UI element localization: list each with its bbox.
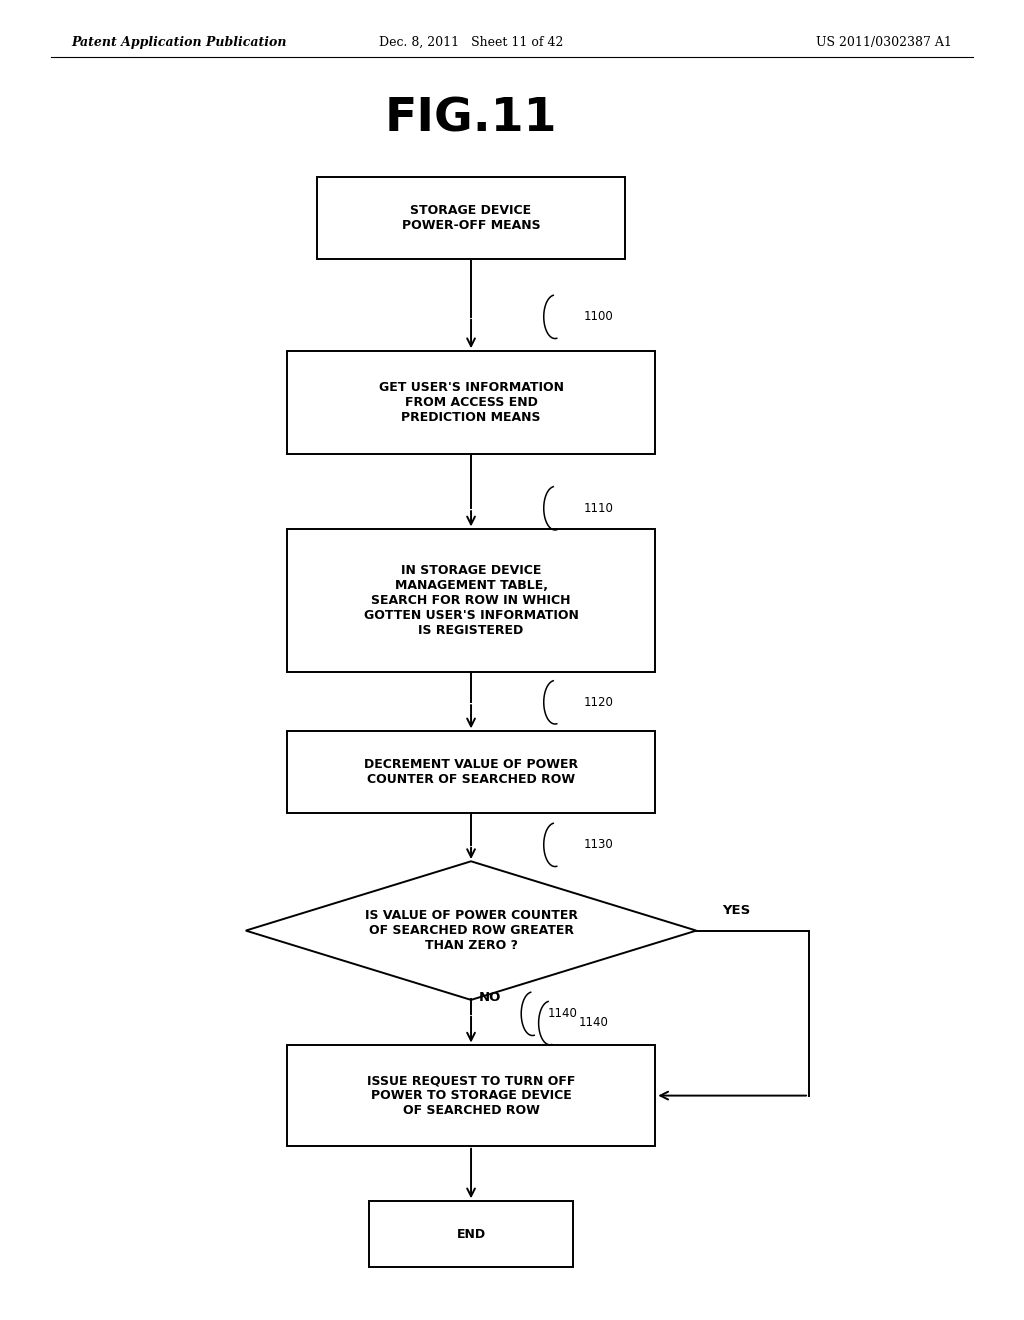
FancyBboxPatch shape: [287, 351, 655, 454]
Text: Dec. 8, 2011   Sheet 11 of 42: Dec. 8, 2011 Sheet 11 of 42: [379, 36, 563, 49]
Text: 1130: 1130: [584, 838, 613, 851]
Text: IS VALUE OF POWER COUNTER
OF SEARCHED ROW GREATER
THAN ZERO ?: IS VALUE OF POWER COUNTER OF SEARCHED RO…: [365, 909, 578, 952]
FancyBboxPatch shape: [287, 1045, 655, 1146]
FancyBboxPatch shape: [317, 177, 625, 259]
Text: STORAGE DEVICE
POWER-OFF MEANS: STORAGE DEVICE POWER-OFF MEANS: [401, 203, 541, 232]
Text: END: END: [457, 1228, 485, 1241]
Text: FIG.11: FIG.11: [385, 96, 557, 141]
Text: 1100: 1100: [584, 310, 613, 323]
Polygon shape: [246, 862, 696, 1001]
Text: 1110: 1110: [584, 502, 613, 515]
Text: NO: NO: [479, 991, 502, 1005]
FancyBboxPatch shape: [287, 731, 655, 813]
Text: IN STORAGE DEVICE
MANAGEMENT TABLE,
SEARCH FOR ROW IN WHICH
GOTTEN USER'S INFORM: IN STORAGE DEVICE MANAGEMENT TABLE, SEAR…: [364, 564, 579, 638]
Text: DECREMENT VALUE OF POWER
COUNTER OF SEARCHED ROW: DECREMENT VALUE OF POWER COUNTER OF SEAR…: [364, 758, 579, 787]
FancyBboxPatch shape: [369, 1201, 573, 1267]
Text: US 2011/0302387 A1: US 2011/0302387 A1: [816, 36, 952, 49]
Text: 1140: 1140: [579, 1016, 608, 1030]
Text: Patent Application Publication: Patent Application Publication: [72, 36, 287, 49]
Text: ISSUE REQUEST TO TURN OFF
POWER TO STORAGE DEVICE
OF SEARCHED ROW: ISSUE REQUEST TO TURN OFF POWER TO STORA…: [367, 1074, 575, 1117]
Text: 1140: 1140: [548, 1007, 578, 1020]
Text: GET USER'S INFORMATION
FROM ACCESS END
PREDICTION MEANS: GET USER'S INFORMATION FROM ACCESS END P…: [379, 381, 563, 424]
Text: 1120: 1120: [584, 696, 613, 709]
FancyBboxPatch shape: [287, 529, 655, 672]
Text: YES: YES: [722, 904, 751, 917]
